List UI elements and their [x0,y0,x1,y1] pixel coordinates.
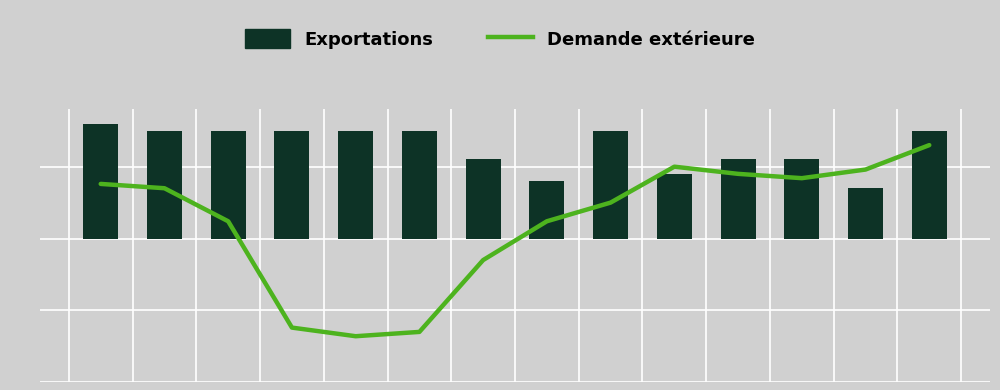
Bar [848,188,883,239]
Bar [402,131,437,239]
Bar [912,131,947,239]
Bar [147,131,182,239]
Bar [83,124,118,239]
Bar [466,160,501,239]
Bar [593,131,628,239]
Bar [211,131,246,239]
Bar [338,131,373,239]
Legend: Exportations, Demande extérieure: Exportations, Demande extérieure [236,20,764,58]
Bar [784,160,819,239]
Bar [274,131,309,239]
Bar [529,181,564,239]
Bar [657,174,692,239]
Bar [721,160,756,239]
